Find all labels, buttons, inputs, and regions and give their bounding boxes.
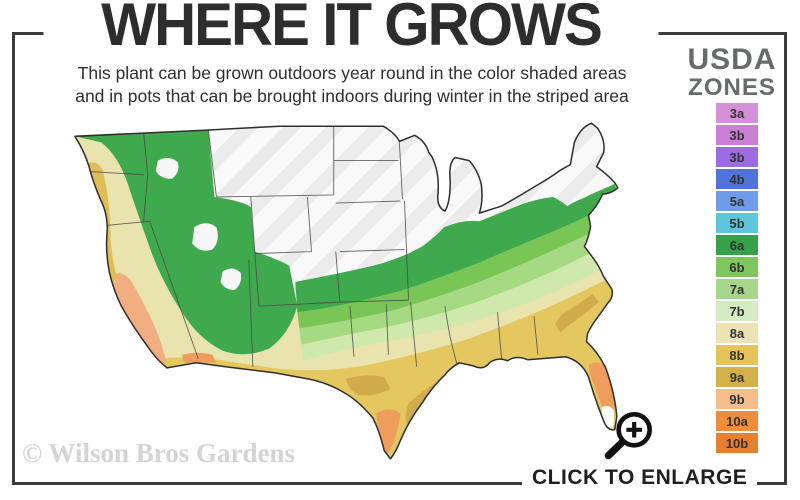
watermark: © Wilson Bros Gardens [22, 438, 295, 468]
map-fill-layers [74, 123, 618, 459]
zone-badge: 6a [716, 235, 758, 255]
zone-badge-label: 3b [729, 127, 745, 143]
zone-badge-label: 8b [729, 347, 745, 363]
subtitle-line-1: This plant can be grown outdoors year ro… [77, 63, 627, 83]
zoom-in-icon[interactable] [598, 406, 660, 468]
zone-badge: 7b [716, 301, 758, 321]
us-outline [74, 122, 619, 460]
subtitle: This plant can be grown outdoors year ro… [40, 62, 664, 108]
state-borders [74, 126, 539, 367]
zones-label: ZONES [688, 74, 776, 101]
click-to-enlarge-button[interactable]: CLICK TO ENLARGE [522, 466, 758, 490]
zone-badge: 3b [716, 125, 758, 145]
us-hardiness-map [74, 122, 619, 460]
zone-badge: 5b [716, 213, 758, 233]
page-title: WHERE IT GROWS [43, 0, 659, 58]
zone-badge-label: 10b [725, 435, 749, 451]
zone-badge-label: 3a [729, 105, 745, 121]
zone-badge: 5a [716, 191, 758, 211]
zone-badge-label: 8a [729, 325, 745, 341]
zone-badge-label: 10a [726, 413, 748, 429]
usda-label: USDA [687, 43, 777, 76]
zone-badge: 10a [716, 411, 758, 431]
zone-badge-label: 5b [729, 215, 745, 231]
zone-badge-label: 6a [729, 237, 745, 253]
zone-badge-label: 9b [729, 391, 745, 407]
zone-badge-label: 6b [729, 259, 745, 275]
subtitle-line-2: and in pots that can be brought indoors … [75, 86, 629, 106]
zone-badge: 3a [716, 103, 758, 123]
zone-badge: 6b [716, 257, 758, 277]
zone-badge: 7a [716, 279, 758, 299]
zone-badge-label: 7a [729, 281, 745, 297]
zone-badge-label: 3b [729, 149, 745, 165]
zone-badge: 3b [716, 147, 758, 167]
zone-badge-label: 5a [729, 193, 745, 209]
usda-zones-heading: USDA ZONES [676, 44, 788, 100]
zone-legend: 3a 3b 3b 4b 5a 5b 6a [716, 103, 758, 455]
zone-badge-label: 7b [729, 303, 745, 319]
zone-badge: 9b [716, 389, 758, 409]
zone-badge: 8b [716, 345, 758, 365]
zone-badge: 9a [716, 367, 758, 387]
zone-badge-label: 4b [729, 171, 745, 187]
zone-badge: 8a [716, 323, 758, 343]
zone-badge: 10b [716, 433, 758, 453]
zone-badge-label: 9a [729, 369, 745, 385]
zone-badge: 4b [716, 169, 758, 189]
